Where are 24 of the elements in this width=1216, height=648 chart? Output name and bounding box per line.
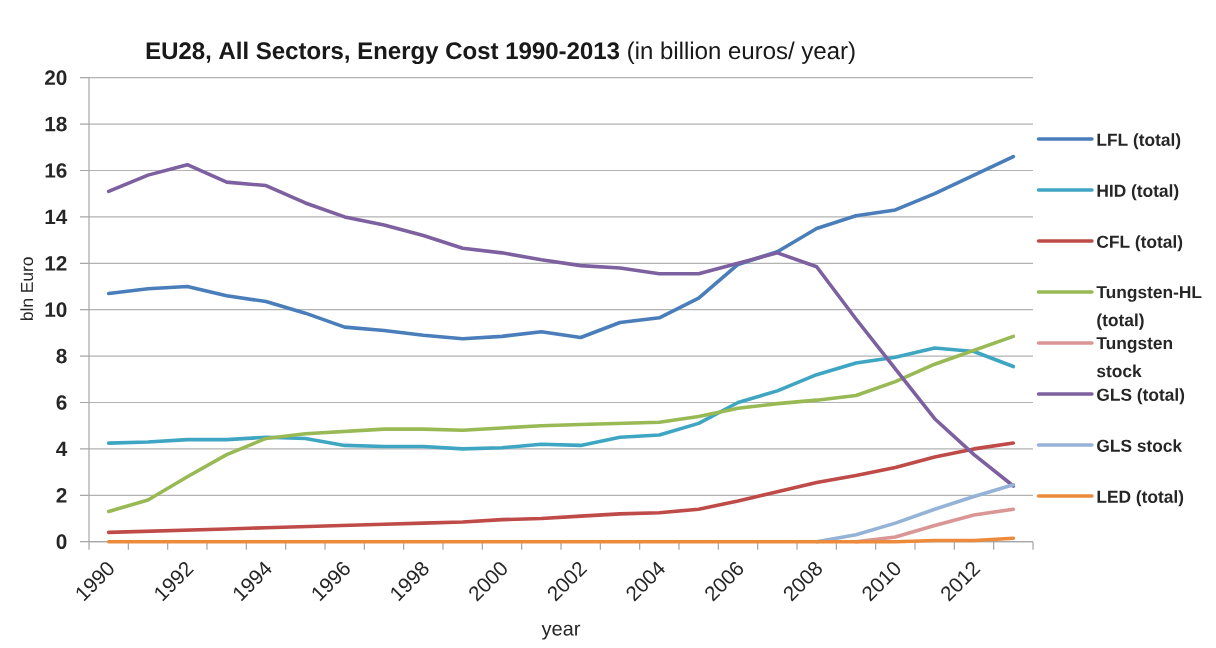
y-tick-label: 8	[56, 348, 67, 364]
line-series	[106, 346, 1016, 451]
y-tick-label: 12	[45, 256, 67, 271]
legend-label: GLS stock	[1097, 439, 1183, 452]
y-axis-title: bln Euro	[20, 257, 34, 320]
y-tick-label: 4	[56, 441, 68, 456]
legend-label: Tungsten-HL (total)	[1096, 286, 1202, 330]
y-tick-label: 18	[45, 116, 67, 132]
y-tick-label: 14	[45, 209, 68, 224]
y-tick-label: 2	[56, 488, 67, 503]
y-tick-label: 6	[56, 395, 67, 410]
legend-label: LED (total)	[1097, 490, 1184, 507]
y-tick-label: 20	[45, 70, 67, 86]
legend-label: Tungsten stock	[1096, 337, 1173, 378]
line-series	[106, 154, 1016, 341]
chart-title: EU28, All Sectors, Energy Cost 1990-2013 (in billion euros/ year)	[146, 41, 855, 65]
y-tick-label: 10	[45, 302, 67, 318]
y-tick-label: 16	[45, 163, 67, 178]
legend-label: GLS (total)	[1097, 388, 1185, 405]
y-tick-label: 0	[56, 534, 67, 550]
legend-label: LFL (total)	[1097, 133, 1181, 150]
x-axis-title: year	[541, 624, 581, 640]
legend-label: HID (total)	[1097, 184, 1179, 201]
legend-label: CFL (total)	[1097, 235, 1183, 252]
